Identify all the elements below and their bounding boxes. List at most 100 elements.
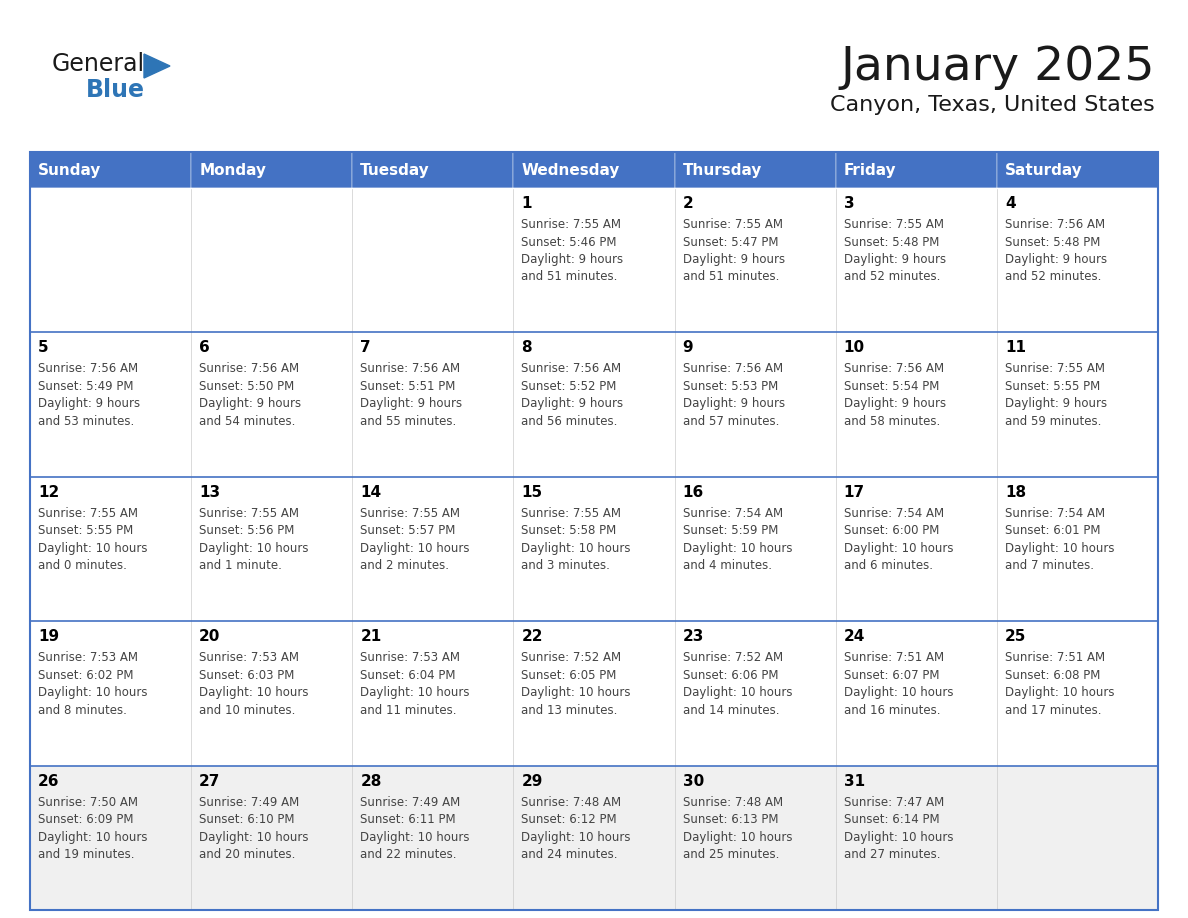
Text: 24: 24 — [843, 629, 865, 644]
Bar — [30, 476, 191, 621]
Bar — [835, 188, 997, 332]
Bar — [353, 766, 513, 910]
Bar — [353, 332, 513, 476]
Text: 17: 17 — [843, 485, 865, 499]
Bar — [513, 332, 675, 476]
Text: Thursday: Thursday — [683, 162, 762, 177]
Bar — [675, 332, 835, 476]
Bar — [675, 766, 835, 910]
Text: Sunrise: 7:52 AM
Sunset: 6:05 PM
Daylight: 10 hours
and 13 minutes.: Sunrise: 7:52 AM Sunset: 6:05 PM Dayligh… — [522, 651, 631, 717]
Bar — [30, 766, 191, 910]
Bar — [30, 152, 191, 188]
Text: Sunrise: 7:50 AM
Sunset: 6:09 PM
Daylight: 10 hours
and 19 minutes.: Sunrise: 7:50 AM Sunset: 6:09 PM Dayligh… — [38, 796, 147, 861]
Text: Blue: Blue — [86, 78, 145, 102]
Text: 8: 8 — [522, 341, 532, 355]
Bar — [30, 152, 1158, 910]
Text: Sunrise: 7:56 AM
Sunset: 5:52 PM
Daylight: 9 hours
and 56 minutes.: Sunrise: 7:56 AM Sunset: 5:52 PM Dayligh… — [522, 363, 624, 428]
Text: 27: 27 — [200, 774, 221, 789]
Bar — [997, 152, 1158, 188]
Bar — [513, 766, 675, 910]
Bar — [835, 332, 997, 476]
Text: 20: 20 — [200, 629, 221, 644]
Bar — [30, 332, 191, 476]
Text: 11: 11 — [1005, 341, 1026, 355]
Text: Sunrise: 7:55 AM
Sunset: 5:55 PM
Daylight: 10 hours
and 0 minutes.: Sunrise: 7:55 AM Sunset: 5:55 PM Dayligh… — [38, 507, 147, 572]
Bar — [835, 476, 997, 621]
Text: Sunrise: 7:48 AM
Sunset: 6:13 PM
Daylight: 10 hours
and 25 minutes.: Sunrise: 7:48 AM Sunset: 6:13 PM Dayligh… — [683, 796, 792, 861]
Text: 16: 16 — [683, 485, 703, 499]
Text: 1: 1 — [522, 196, 532, 211]
Text: Sunrise: 7:55 AM
Sunset: 5:55 PM
Daylight: 9 hours
and 59 minutes.: Sunrise: 7:55 AM Sunset: 5:55 PM Dayligh… — [1005, 363, 1107, 428]
Text: Sunrise: 7:55 AM
Sunset: 5:56 PM
Daylight: 10 hours
and 1 minute.: Sunrise: 7:55 AM Sunset: 5:56 PM Dayligh… — [200, 507, 309, 572]
Text: Sunrise: 7:53 AM
Sunset: 6:03 PM
Daylight: 10 hours
and 10 minutes.: Sunrise: 7:53 AM Sunset: 6:03 PM Dayligh… — [200, 651, 309, 717]
Text: Monday: Monday — [200, 162, 266, 177]
Bar — [353, 188, 513, 332]
Text: Sunrise: 7:54 AM
Sunset: 6:01 PM
Daylight: 10 hours
and 7 minutes.: Sunrise: 7:54 AM Sunset: 6:01 PM Dayligh… — [1005, 507, 1114, 572]
Text: Saturday: Saturday — [1005, 162, 1082, 177]
Bar — [513, 621, 675, 766]
Bar — [191, 766, 353, 910]
Text: 18: 18 — [1005, 485, 1026, 499]
Text: 6: 6 — [200, 341, 210, 355]
Text: 22: 22 — [522, 629, 543, 644]
Text: Sunrise: 7:49 AM
Sunset: 6:10 PM
Daylight: 10 hours
and 20 minutes.: Sunrise: 7:49 AM Sunset: 6:10 PM Dayligh… — [200, 796, 309, 861]
Bar — [675, 188, 835, 332]
Text: Sunrise: 7:55 AM
Sunset: 5:58 PM
Daylight: 10 hours
and 3 minutes.: Sunrise: 7:55 AM Sunset: 5:58 PM Dayligh… — [522, 507, 631, 572]
Text: Canyon, Texas, United States: Canyon, Texas, United States — [830, 95, 1155, 115]
Bar — [30, 621, 191, 766]
Text: 15: 15 — [522, 485, 543, 499]
Text: 21: 21 — [360, 629, 381, 644]
Text: Sunrise: 7:55 AM
Sunset: 5:48 PM
Daylight: 9 hours
and 52 minutes.: Sunrise: 7:55 AM Sunset: 5:48 PM Dayligh… — [843, 218, 946, 284]
Text: Sunrise: 7:56 AM
Sunset: 5:51 PM
Daylight: 9 hours
and 55 minutes.: Sunrise: 7:56 AM Sunset: 5:51 PM Dayligh… — [360, 363, 462, 428]
Bar — [675, 476, 835, 621]
Bar — [997, 621, 1158, 766]
Bar — [513, 476, 675, 621]
Bar — [30, 188, 191, 332]
Text: 10: 10 — [843, 341, 865, 355]
Text: Sunrise: 7:54 AM
Sunset: 6:00 PM
Daylight: 10 hours
and 6 minutes.: Sunrise: 7:54 AM Sunset: 6:00 PM Dayligh… — [843, 507, 953, 572]
Text: Wednesday: Wednesday — [522, 162, 620, 177]
Text: Sunrise: 7:56 AM
Sunset: 5:50 PM
Daylight: 9 hours
and 54 minutes.: Sunrise: 7:56 AM Sunset: 5:50 PM Dayligh… — [200, 363, 302, 428]
Text: Sunrise: 7:53 AM
Sunset: 6:02 PM
Daylight: 10 hours
and 8 minutes.: Sunrise: 7:53 AM Sunset: 6:02 PM Dayligh… — [38, 651, 147, 717]
Text: Sunrise: 7:47 AM
Sunset: 6:14 PM
Daylight: 10 hours
and 27 minutes.: Sunrise: 7:47 AM Sunset: 6:14 PM Dayligh… — [843, 796, 953, 861]
Text: Sunrise: 7:51 AM
Sunset: 6:08 PM
Daylight: 10 hours
and 17 minutes.: Sunrise: 7:51 AM Sunset: 6:08 PM Dayligh… — [1005, 651, 1114, 717]
Text: Sunrise: 7:52 AM
Sunset: 6:06 PM
Daylight: 10 hours
and 14 minutes.: Sunrise: 7:52 AM Sunset: 6:06 PM Dayligh… — [683, 651, 792, 717]
Text: Tuesday: Tuesday — [360, 162, 430, 177]
Text: 3: 3 — [843, 196, 854, 211]
Text: Sunrise: 7:56 AM
Sunset: 5:49 PM
Daylight: 9 hours
and 53 minutes.: Sunrise: 7:56 AM Sunset: 5:49 PM Dayligh… — [38, 363, 140, 428]
Text: 14: 14 — [360, 485, 381, 499]
Bar — [513, 152, 675, 188]
Bar — [353, 152, 513, 188]
Text: 29: 29 — [522, 774, 543, 789]
Text: 7: 7 — [360, 341, 371, 355]
Bar — [997, 332, 1158, 476]
Text: 5: 5 — [38, 341, 49, 355]
Text: 12: 12 — [38, 485, 59, 499]
Text: Sunrise: 7:56 AM
Sunset: 5:54 PM
Daylight: 9 hours
and 58 minutes.: Sunrise: 7:56 AM Sunset: 5:54 PM Dayligh… — [843, 363, 946, 428]
Bar — [835, 152, 997, 188]
Bar — [513, 188, 675, 332]
Bar — [835, 621, 997, 766]
Bar — [191, 152, 353, 188]
Text: Sunrise: 7:56 AM
Sunset: 5:48 PM
Daylight: 9 hours
and 52 minutes.: Sunrise: 7:56 AM Sunset: 5:48 PM Dayligh… — [1005, 218, 1107, 284]
Text: Sunrise: 7:51 AM
Sunset: 6:07 PM
Daylight: 10 hours
and 16 minutes.: Sunrise: 7:51 AM Sunset: 6:07 PM Dayligh… — [843, 651, 953, 717]
Text: 9: 9 — [683, 341, 693, 355]
Text: 30: 30 — [683, 774, 703, 789]
Text: 13: 13 — [200, 485, 220, 499]
Text: Sunrise: 7:48 AM
Sunset: 6:12 PM
Daylight: 10 hours
and 24 minutes.: Sunrise: 7:48 AM Sunset: 6:12 PM Dayligh… — [522, 796, 631, 861]
Text: General: General — [52, 52, 145, 76]
Text: Sunrise: 7:55 AM
Sunset: 5:47 PM
Daylight: 9 hours
and 51 minutes.: Sunrise: 7:55 AM Sunset: 5:47 PM Dayligh… — [683, 218, 785, 284]
Bar — [675, 152, 835, 188]
Bar — [353, 476, 513, 621]
Text: 19: 19 — [38, 629, 59, 644]
Text: Sunrise: 7:54 AM
Sunset: 5:59 PM
Daylight: 10 hours
and 4 minutes.: Sunrise: 7:54 AM Sunset: 5:59 PM Dayligh… — [683, 507, 792, 572]
Bar — [191, 332, 353, 476]
Text: 23: 23 — [683, 629, 704, 644]
Bar — [835, 766, 997, 910]
Text: Sunrise: 7:55 AM
Sunset: 5:46 PM
Daylight: 9 hours
and 51 minutes.: Sunrise: 7:55 AM Sunset: 5:46 PM Dayligh… — [522, 218, 624, 284]
Text: 2: 2 — [683, 196, 694, 211]
Bar — [997, 766, 1158, 910]
Text: 28: 28 — [360, 774, 381, 789]
Text: 26: 26 — [38, 774, 59, 789]
Text: Sunday: Sunday — [38, 162, 101, 177]
